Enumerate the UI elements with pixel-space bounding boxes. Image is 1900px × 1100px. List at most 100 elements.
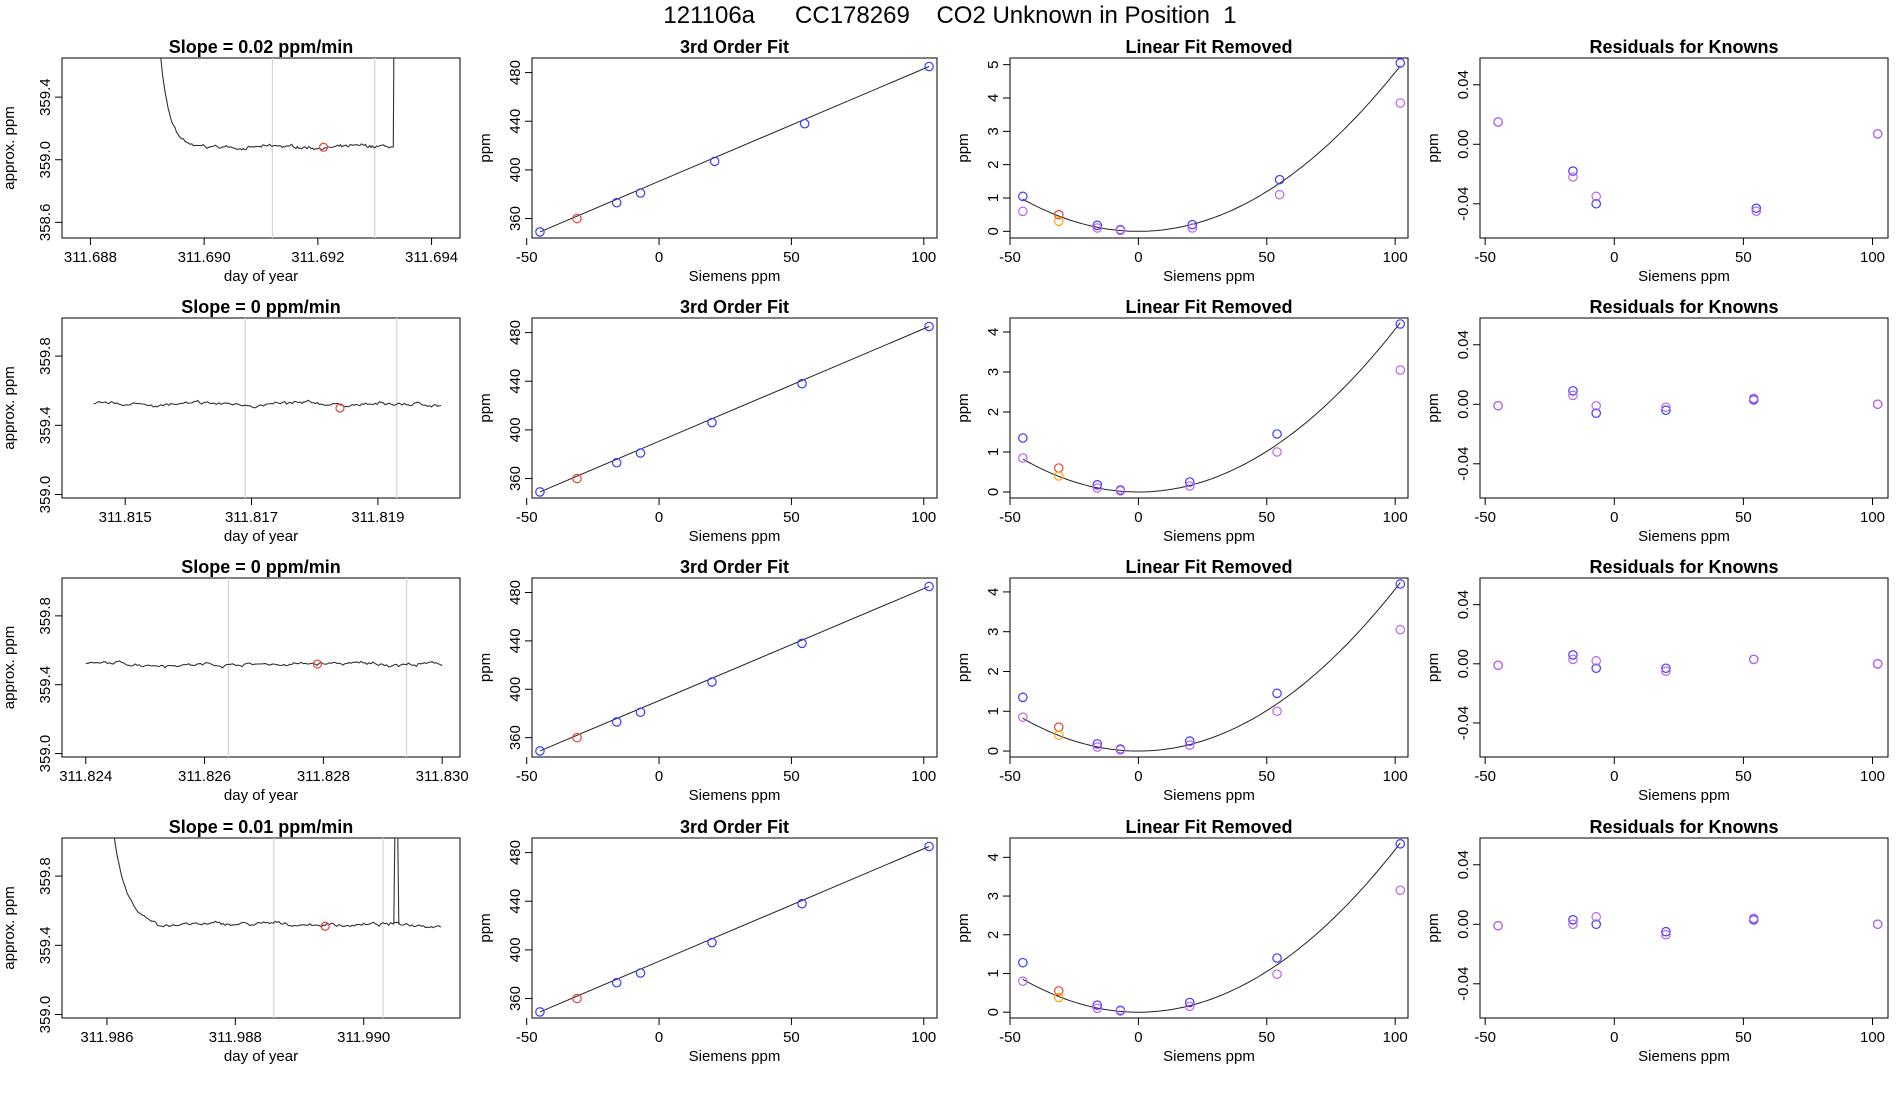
data-point [1115, 1006, 1126, 1016]
x-tick-label: 311.828 [297, 768, 350, 785]
data-point [1053, 992, 1064, 1003]
panel-title: Residuals for Knowns [1589, 557, 1778, 577]
data-point [611, 457, 622, 468]
plot-area [1018, 839, 1406, 1016]
data-point [1872, 919, 1883, 930]
x-tick-label: 50 [1258, 1029, 1275, 1046]
y-axis-label: approx. ppm [1, 366, 18, 449]
data-point [1092, 739, 1103, 749]
data-point [611, 717, 622, 727]
quadratic-fit-curve [1022, 582, 1401, 752]
data-point [1053, 209, 1064, 220]
data-point [1395, 98, 1406, 108]
y-tick-label: 359.0 [37, 735, 54, 773]
x-tick-label: 0 [655, 249, 663, 266]
data-point [1187, 219, 1198, 230]
sample-point [312, 659, 323, 669]
y-tick-label: 400 [507, 937, 524, 962]
x-tick-label: 50 [1258, 768, 1275, 785]
y-tick-label: 480 [507, 580, 524, 605]
fit-line [539, 326, 930, 493]
analyzer-trace [113, 838, 442, 929]
data-point [1493, 117, 1503, 127]
data-point [1872, 399, 1883, 410]
plot-area [1493, 650, 1883, 676]
analyzer-trace [93, 399, 442, 409]
y-axis-label: ppm [477, 653, 494, 682]
y-tick-label: 1 [985, 194, 1002, 202]
sample-point [320, 921, 330, 931]
plot-area [160, 58, 395, 238]
data-point [1184, 997, 1195, 1008]
x-tick-label: 100 [1383, 249, 1408, 266]
x-tick-label: -50 [1474, 249, 1496, 266]
data-point [1748, 913, 1759, 924]
data-point [1272, 429, 1282, 439]
panel-title: Slope = 0 ppm/min [181, 557, 341, 577]
data-point [1395, 885, 1406, 896]
plot-area [1493, 117, 1883, 217]
data-point [1568, 386, 1578, 396]
y-tick-label: 2 [985, 408, 1002, 416]
x-tick-label: -50 [516, 1029, 538, 1046]
data-point [611, 197, 622, 208]
quadratic-fit-curve [1022, 65, 1401, 232]
x-tick-label: 311.830 [416, 768, 469, 785]
x-tick-label: 50 [1735, 768, 1752, 785]
x-tick-label: 0 [1134, 509, 1142, 526]
panel-r1-c1: Slope = 0.02 ppm/min 311.688 311.690 311.69… [1, 37, 461, 285]
x-tick-label: 0 [655, 768, 663, 785]
panel-title: Residuals for Knowns [1589, 817, 1778, 837]
y-tick-label: 0.04 [1455, 70, 1472, 99]
y-tick-label: 0.04 [1455, 850, 1472, 879]
plot-area [535, 841, 934, 1017]
data-point [1591, 191, 1602, 202]
y-tick-label: 1 [985, 448, 1002, 456]
y-tick-label: 359.0 [37, 141, 54, 179]
x-axis-label: day of year [224, 1048, 298, 1065]
data-point [1748, 393, 1759, 404]
data-point [707, 677, 717, 687]
plot-area [535, 321, 934, 497]
y-axis-label: approx. ppm [1, 106, 18, 189]
y-axis-label: ppm [1425, 653, 1442, 682]
x-tick-label: -50 [1474, 1029, 1496, 1046]
data-point [1272, 953, 1282, 963]
data-point [611, 977, 622, 988]
x-tick-label: 0 [1134, 1029, 1142, 1046]
x-tick-label: 311.688 [64, 249, 117, 266]
plot-area [113, 838, 442, 1018]
data-point [924, 841, 934, 852]
panel-r3-c1: Slope = 0 ppm/min 311.824 311.826 311.828 31… [1, 557, 469, 804]
x-axis-label: Siemens ppm [689, 1048, 781, 1065]
y-tick-label: 359.8 [37, 857, 54, 895]
data-point [797, 378, 807, 389]
y-tick-label: 4 [985, 328, 1002, 336]
data-point [1748, 654, 1759, 665]
y-tick-label: 4 [985, 588, 1002, 596]
plot-frame [61, 317, 461, 499]
x-tick-label: 0 [1134, 768, 1142, 785]
data-point [1591, 663, 1602, 674]
panel-title: Residuals for Knowns [1589, 37, 1778, 57]
y-axis-label: ppm [1425, 133, 1442, 162]
x-tick-label: -50 [1474, 509, 1496, 526]
data-point [1872, 659, 1883, 669]
y-tick-label: 359.4 [37, 927, 54, 965]
y-tick-label: 0 [985, 227, 1002, 235]
plot-area [85, 578, 443, 757]
y-tick-label: 1 [985, 969, 1002, 977]
data-point [707, 417, 717, 428]
plot-area [535, 61, 934, 237]
x-axis-label: day of year [224, 528, 298, 545]
plot-frame [531, 837, 938, 1019]
x-tick-label: 100 [911, 249, 936, 266]
x-axis-label: Siemens ppm [1638, 787, 1730, 804]
data-point [797, 898, 807, 909]
data-point [1053, 463, 1064, 473]
x-tick-label: 311.817 [225, 509, 278, 526]
x-tick-label: 50 [1735, 509, 1752, 526]
data-point [797, 638, 807, 649]
x-tick-label: 100 [1860, 509, 1885, 526]
